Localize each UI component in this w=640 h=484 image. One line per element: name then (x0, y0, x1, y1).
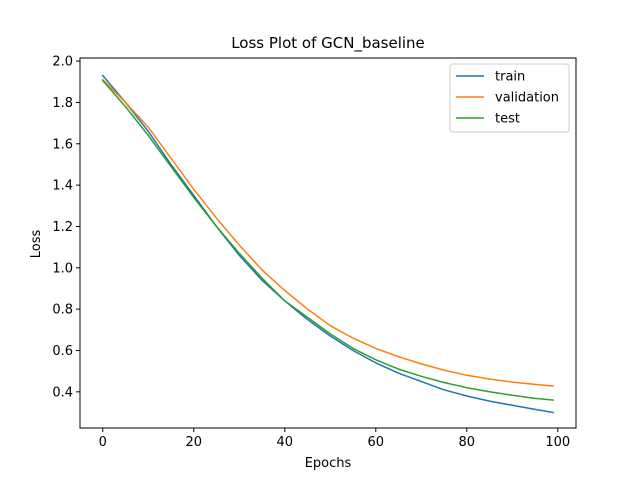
x-tick-label: 0 (99, 435, 107, 450)
legend-label-validation: validation (495, 91, 559, 106)
series-line-validation (101, 78, 555, 387)
y-tick-label: 0.6 (52, 344, 73, 359)
series-line-train (101, 74, 555, 414)
y-tick-label: 0.4 (52, 385, 73, 400)
y-ticks: 0.4 0.6 0.8 1.0 1.2 1.4 1.6 1.8 2.0 (52, 55, 80, 400)
y-tick-label: 0.8 (52, 303, 73, 318)
series-line-test (101, 79, 555, 401)
legend-label-train: train (495, 70, 525, 85)
y-tick-label: 1.6 (52, 137, 73, 152)
legend-box (449, 63, 570, 133)
y-tick-label: 1.8 (52, 96, 73, 111)
plot-lines (101, 74, 555, 414)
plot-frame (79, 57, 577, 429)
x-tick-label: 80 (459, 435, 476, 450)
legend: train validation test (449, 63, 570, 133)
y-axis-label: Loss (29, 230, 44, 259)
y-tick-label: 2.0 (52, 55, 73, 70)
x-ticks: 0 20 40 60 80 100 (99, 428, 570, 450)
x-tick-label: 100 (545, 435, 570, 450)
legend-label-test: test (495, 112, 520, 127)
y-tick-label: 1.4 (52, 179, 73, 194)
x-tick-label: 40 (276, 435, 293, 450)
x-tick-label: 60 (368, 435, 385, 450)
y-tick-label: 1.0 (52, 261, 73, 276)
y-tick-label: 1.2 (52, 220, 73, 235)
chart-title: Loss Plot of GCN_baseline (231, 34, 425, 53)
x-tick-label: 20 (185, 435, 202, 450)
x-axis-label: Epochs (305, 456, 352, 471)
